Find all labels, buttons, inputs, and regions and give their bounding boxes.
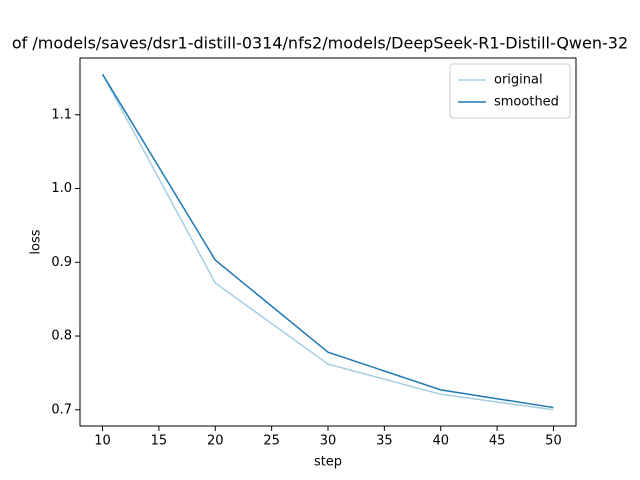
x-tick-label: 40 <box>432 434 449 449</box>
y-tick-label: 0.7 <box>51 402 72 417</box>
x-axis-label: step <box>314 455 342 470</box>
x-tick-label: 15 <box>151 434 168 449</box>
legend: original smoothed <box>449 63 571 119</box>
x-tick-label: 20 <box>207 434 224 449</box>
plot-frame <box>79 57 577 427</box>
x-tick-label: 35 <box>376 434 393 449</box>
line-series <box>101 73 554 409</box>
y-tick-label: 1.0 <box>51 181 72 196</box>
legend-box <box>449 63 571 119</box>
x-tick-label: 50 <box>545 434 562 449</box>
y-tick-label: 0.8 <box>51 329 72 344</box>
x-tick-label: 45 <box>489 434 506 449</box>
x-tick-label: 25 <box>263 434 280 449</box>
y-tick-label: 0.9 <box>51 255 72 270</box>
legend-label: original <box>494 73 543 88</box>
line-series <box>101 73 554 411</box>
legend-label: smoothed <box>494 95 559 110</box>
x-tick-label: 30 <box>320 434 337 449</box>
x-tick-label: 10 <box>94 434 111 449</box>
y-axis-label: loss <box>29 229 44 254</box>
y-tick-label: 1.1 <box>51 107 72 122</box>
chart-title: of /models/saves/dsr1-distill-0314/nfs2/… <box>12 34 628 53</box>
